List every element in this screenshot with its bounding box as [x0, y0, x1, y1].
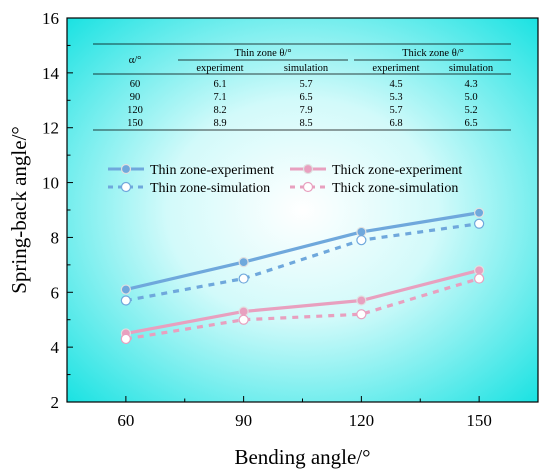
data-point: [474, 273, 485, 284]
y-tick-label: 12: [42, 119, 59, 138]
x-tick-label: 60: [117, 411, 134, 430]
table-cell: 5.2: [464, 105, 477, 116]
series-line-0: [125, 211, 480, 292]
y-tick-label: 2: [51, 393, 60, 412]
table-cell: 6.1: [213, 79, 226, 90]
table-cell: 120: [127, 105, 143, 116]
legend-label: Thick zone-simulation: [332, 181, 458, 196]
x-tick-label: 120: [349, 411, 375, 430]
data-point: [356, 309, 367, 320]
table-cell: 5.7: [389, 105, 402, 116]
table-sub-header: experiment: [196, 63, 243, 74]
table-cell: 8.2: [213, 105, 226, 116]
data-point: [474, 207, 485, 218]
data-point: [356, 235, 367, 246]
legend-label: Thin zone-simulation: [150, 181, 270, 196]
table-sub-header: simulation: [449, 63, 494, 74]
legend-swatch-marker: [120, 163, 132, 175]
legend-swatch-marker: [302, 163, 314, 175]
table-cell: 6.8: [389, 118, 402, 129]
table-cell: 5.0: [464, 92, 477, 103]
legend-label: Thin zone-experiment: [150, 163, 274, 178]
table-group-header: Thin zone θ/°: [234, 48, 291, 59]
data-point: [474, 218, 485, 229]
x-tick-label: 150: [466, 411, 492, 430]
table-cell: 6.5: [299, 92, 312, 103]
y-tick-label: 16: [42, 9, 59, 28]
data-point: [238, 273, 249, 284]
series-line-1: [125, 222, 480, 303]
data-point: [120, 284, 131, 295]
data-point: [120, 295, 131, 306]
y-tick-label: 14: [42, 64, 60, 83]
y-tick-label: 4: [51, 338, 60, 357]
legend-label: Thick zone-experiment: [332, 163, 462, 178]
legend: Thin zone-experiment Thin zone-simulation…: [108, 163, 462, 196]
table-cell: 5.3: [389, 92, 402, 103]
table-sub-header: experiment: [372, 63, 419, 74]
y-axis-title: Spring-back angle/°: [7, 126, 31, 294]
table-cell: 60: [130, 79, 141, 90]
y-tick-label: 8: [51, 228, 60, 247]
data-table: α/° Thin zone θ/° Thick zone θ/° experiment…: [93, 43, 511, 131]
y-tick-label: 6: [51, 283, 60, 302]
data-point: [356, 295, 367, 306]
table-cell: 6.5: [464, 118, 477, 129]
table-corner-header: α/°: [129, 55, 142, 66]
table-cell: 7.1: [213, 92, 226, 103]
table-cell: 7.9: [299, 105, 312, 116]
series-layer: [120, 207, 485, 345]
table-cell: 8.5: [299, 118, 312, 129]
table-sub-header: simulation: [284, 63, 329, 74]
table-cell: 150: [127, 118, 143, 129]
table-cell: 4.5: [389, 79, 402, 90]
table-cell: 8.9: [213, 118, 226, 129]
x-axis-title: Bending angle/°: [234, 445, 370, 469]
legend-swatch-marker: [120, 181, 132, 193]
plot-background: [67, 18, 538, 402]
table-cell: 5.7: [299, 79, 312, 90]
legend-swatch-marker: [302, 181, 314, 193]
x-tick-label: 90: [235, 411, 252, 430]
table-cell: 90: [130, 92, 141, 103]
table-group-header: Thick zone θ/°: [402, 48, 464, 59]
y-tick-label: 10: [42, 174, 59, 193]
table-cell: 4.3: [464, 79, 477, 90]
series-line-2: [125, 268, 480, 336]
data-point: [120, 333, 131, 345]
data-point: [238, 314, 249, 325]
axis-ticks: 60 90 120 150 2 4 6 8 10 12 14 16: [42, 9, 492, 430]
data-point: [238, 257, 249, 268]
